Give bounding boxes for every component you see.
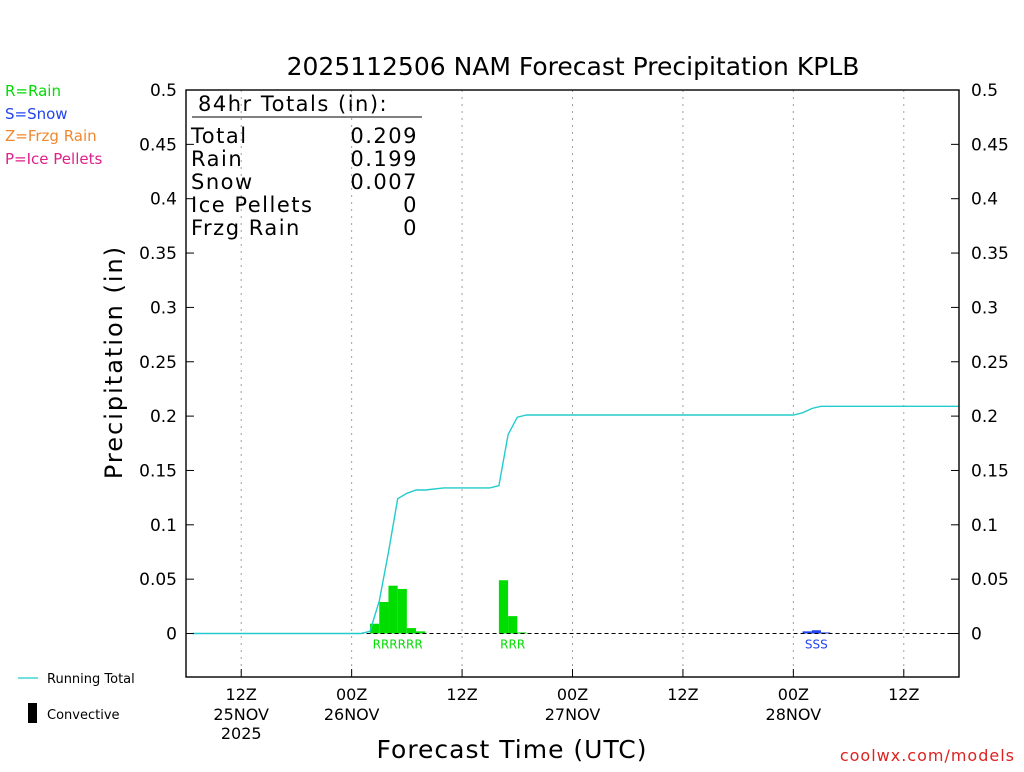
y-tick-label-right: 0 — [971, 625, 982, 645]
x-tick-date-label: 25NOV — [213, 705, 269, 724]
totals-value-rain: 0.199 — [350, 147, 418, 171]
legend-snow: S=Snow — [5, 105, 68, 123]
y-tick-label-right: 0.4 — [971, 190, 998, 210]
y-axis-label: Precipitation (in) — [100, 245, 128, 479]
y-tick-label-right: 0.3 — [971, 298, 998, 318]
y-tick-label-left: 0.2 — [150, 407, 177, 427]
precip-bar-snow — [802, 631, 812, 634]
y-tick-label-left: 0.25 — [139, 353, 177, 373]
y-tick-label-right: 0.5 — [971, 81, 998, 101]
precip-bar-rain — [370, 623, 380, 634]
y-tick-label-right: 0.15 — [971, 461, 1009, 481]
convective-legend-label: Convective — [47, 708, 120, 723]
precip-bar-rain — [379, 601, 389, 634]
precip-bar-rain — [498, 580, 509, 634]
precip-bar-snow — [820, 632, 831, 634]
precip-type-label: RRRRRR — [373, 638, 423, 652]
y-tick-label-left: 0.35 — [139, 244, 177, 264]
totals-label-snow: Snow — [191, 170, 254, 194]
y-tick-label-right: 0.35 — [971, 244, 1009, 264]
x-tick-date-label: 28NOV — [766, 705, 822, 724]
y-tick-label-left: 0.05 — [139, 570, 177, 590]
totals-label-frzg-rain: Frzg Rain — [191, 216, 301, 240]
convective-legend-swatch — [28, 703, 37, 723]
precip-bar-rain — [517, 632, 527, 634]
credit-text: coolwx.com/models — [840, 746, 1015, 765]
totals-label-rain: Rain — [191, 147, 243, 171]
y-tick-label-left: 0.3 — [150, 298, 177, 318]
y-tick-label-right: 0.25 — [971, 353, 1009, 373]
x-tick-label: 12Z — [667, 685, 698, 704]
x-tick-label: 12Z — [226, 685, 257, 704]
y-tick-label-left: 0.5 — [150, 81, 177, 101]
legend-frzg-rain: Z=Frzg Rain — [5, 127, 97, 145]
x-tick-date-label: 27NOV — [545, 705, 601, 724]
y-tick-label-left: 0.4 — [150, 190, 177, 210]
precip-bar-rain — [406, 628, 417, 634]
precip-bar-rain — [508, 616, 518, 634]
x-tick-year-label: 2025 — [221, 724, 262, 743]
legend-rain: R=Rain — [5, 82, 61, 100]
chart-title: 2025112506 NAM Forecast Precipitation KP… — [287, 52, 860, 81]
x-tick-label: 00Z — [557, 685, 588, 704]
totals-value-total: 0.209 — [350, 124, 418, 148]
x-tick-label: 12Z — [446, 685, 477, 704]
precip-bar-snow — [811, 630, 821, 634]
totals-value-frzg-rain: 0 — [403, 216, 418, 240]
precip-bar-rain — [416, 631, 426, 634]
plot-frame — [185, 89, 960, 678]
totals-box: 84hr Totals (in): Total 0.209 Rain 0.199… — [190, 92, 422, 240]
running-total-group — [191, 405, 959, 635]
y-axis-ticks: 0 00.05 0.050.1 0.10.15 0.150.2 0.20.25 0.250.… — [139, 81, 1009, 645]
y-tick-label-left: 0.45 — [139, 135, 177, 155]
x-tick-label: 00Z — [336, 685, 367, 704]
y-tick-label-right: 0.45 — [971, 135, 1009, 155]
precip-type-label: SSS — [805, 638, 828, 652]
y-tick-label-right: 0.05 — [971, 570, 1009, 590]
totals-value-snow: 0.007 — [350, 170, 418, 194]
precip-type-labels: RRRRRR RRR SSS — [373, 638, 828, 652]
precip-bar-rain — [397, 588, 407, 634]
y-tick-label-left: 0.1 — [150, 516, 177, 536]
precip-bars — [370, 580, 831, 634]
x-tick-label: 12Z — [888, 685, 919, 704]
precip-bar-rain — [388, 585, 398, 634]
type-legend: R=Rain S=Snow Z=Frzg Rain P=Ice Pellets — [5, 82, 102, 168]
running-total-line — [191, 405, 959, 635]
running-total-legend-label: Running Total — [47, 672, 135, 687]
totals-heading: 84hr Totals (in): — [198, 92, 388, 116]
totals-value-ice-pellets: 0 — [403, 193, 418, 217]
y-tick-label-right: 0.1 — [971, 516, 998, 536]
x-tick-date-label: 26NOV — [324, 705, 380, 724]
series-legend: Running Total Convective — [18, 672, 135, 723]
totals-label-ice-pellets: Ice Pellets — [191, 193, 313, 217]
precip-type-label: RRR — [500, 638, 525, 652]
legend-ice-pellets: P=Ice Pellets — [5, 150, 102, 168]
totals-label-total: Total — [190, 124, 248, 148]
y-tick-label-left: 0.15 — [139, 461, 177, 481]
y-tick-label-left: 0 — [166, 625, 177, 645]
x-axis-label: Forecast Time (UTC) — [377, 735, 648, 764]
y-tick-label-right: 0.2 — [971, 407, 998, 427]
x-tick-label: 00Z — [778, 685, 809, 704]
